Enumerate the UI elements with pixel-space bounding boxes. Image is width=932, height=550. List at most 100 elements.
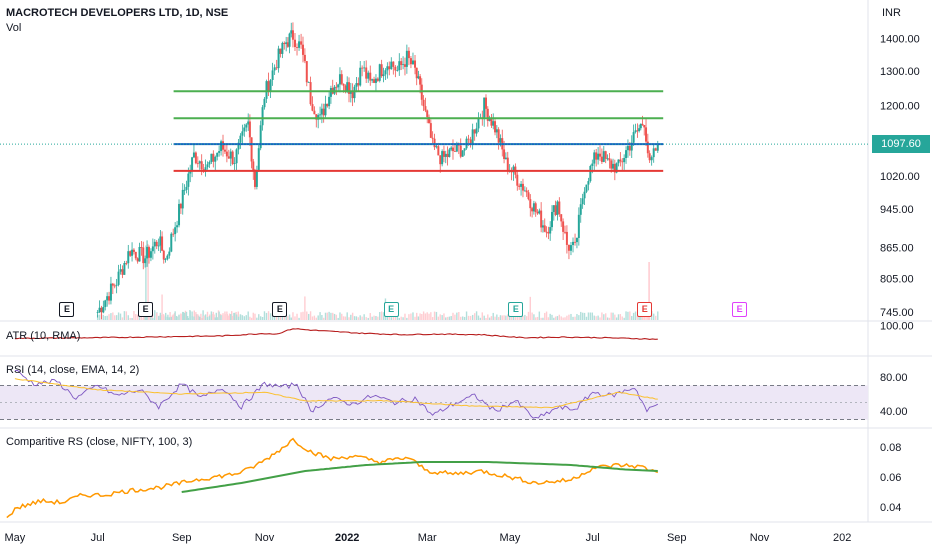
volume-bar (363, 314, 365, 320)
earnings-event-icon[interactable]: E (637, 302, 653, 317)
candle-body (623, 158, 626, 163)
candle-body (96, 312, 99, 313)
volume-bar (123, 311, 126, 320)
candle-body (494, 121, 497, 133)
volume-bar (564, 317, 566, 320)
candle-body (376, 78, 379, 81)
candle-body (183, 189, 186, 191)
volume-bar (435, 311, 438, 320)
earnings-event-icon[interactable]: E (508, 302, 524, 317)
candle-body (189, 170, 192, 174)
volume-bar (136, 314, 139, 320)
candle-body (237, 142, 240, 150)
candle-body (419, 76, 422, 85)
candle-body (382, 74, 385, 77)
volume-bar (623, 317, 625, 320)
candle-body (564, 231, 567, 233)
volume-bar (369, 313, 371, 320)
candle-body (277, 48, 280, 69)
indicator-series-0 (14, 328, 658, 340)
candle-body (599, 153, 602, 157)
candle-body (394, 66, 397, 71)
volume-bar (121, 317, 124, 320)
volume-bar (452, 312, 454, 320)
volume-bar (108, 314, 110, 320)
volume-bar (359, 315, 361, 320)
candle-body (286, 42, 289, 47)
candle-body (461, 150, 464, 157)
earnings-event-icon[interactable]: E (138, 302, 154, 317)
volume-bar (180, 313, 182, 320)
volume-bar (580, 311, 582, 320)
volume-bar (287, 316, 289, 320)
volume-bar (603, 314, 605, 320)
candle-body (536, 212, 539, 214)
volume-bar (204, 314, 207, 320)
volume-bar (416, 312, 418, 320)
volume-bar (261, 317, 264, 320)
volume-bar (492, 312, 494, 320)
candle-body (239, 135, 242, 143)
volume-bar (159, 312, 162, 320)
price-tick-label: 1200.00 (880, 100, 920, 112)
candle-body (119, 269, 122, 272)
volume-bar (382, 312, 385, 320)
volume-bar (475, 311, 478, 320)
candle-body (396, 70, 399, 71)
volume-bar (430, 312, 432, 320)
candle-body (400, 61, 403, 66)
volume-bar (601, 312, 603, 320)
volume-bar (497, 317, 500, 320)
volume-bar (339, 312, 341, 320)
volume-bar (306, 311, 308, 320)
volume-bar (398, 317, 400, 320)
candle-body (275, 67, 278, 69)
volume-bar (304, 296, 306, 320)
volume-bar (380, 311, 383, 320)
volume-bar (553, 317, 555, 320)
volume-bar (375, 316, 377, 320)
candle-body (222, 141, 225, 150)
indicator-tick-label: 0.08 (880, 442, 901, 454)
candle-body (469, 139, 472, 144)
candle-body (520, 183, 523, 187)
candle-body (374, 78, 377, 83)
volume-bar (317, 315, 319, 320)
candle-body (567, 244, 570, 251)
candle-body (429, 123, 432, 138)
volume-bar (494, 316, 496, 320)
candle-body (210, 153, 213, 162)
volume-bar (612, 312, 614, 320)
candle-body (585, 184, 588, 192)
candle-body (309, 82, 312, 105)
candle-body (581, 198, 584, 205)
volume-bar (337, 317, 339, 320)
earnings-event-icon[interactable]: E (732, 302, 748, 317)
volume-bar (226, 311, 228, 320)
candle-body (628, 145, 631, 151)
time-tick-label: Nov (750, 532, 770, 544)
volume-bar (631, 315, 633, 320)
candle-body (220, 141, 223, 152)
volume-bar (357, 317, 360, 320)
time-tick-label: Jul (586, 532, 600, 544)
candle-body (319, 114, 322, 116)
volume-bar (288, 314, 291, 320)
candle-body (386, 66, 389, 71)
time-tick-label: Nov (255, 532, 275, 544)
candle-body (572, 241, 575, 246)
volume-bar (443, 313, 445, 320)
earnings-event-icon[interactable]: E (272, 302, 288, 317)
volume-bar (490, 316, 493, 320)
candle-body (463, 148, 466, 151)
earnings-event-icon[interactable]: E (383, 302, 399, 317)
volume-bar (621, 316, 623, 320)
candle-body (320, 108, 323, 115)
volume-bar (174, 311, 176, 320)
candle-body (589, 165, 592, 182)
volume-bar (562, 317, 564, 320)
volume-bar (536, 316, 539, 320)
earnings-event-icon[interactable]: E (59, 302, 75, 317)
candle-body (403, 64, 406, 67)
